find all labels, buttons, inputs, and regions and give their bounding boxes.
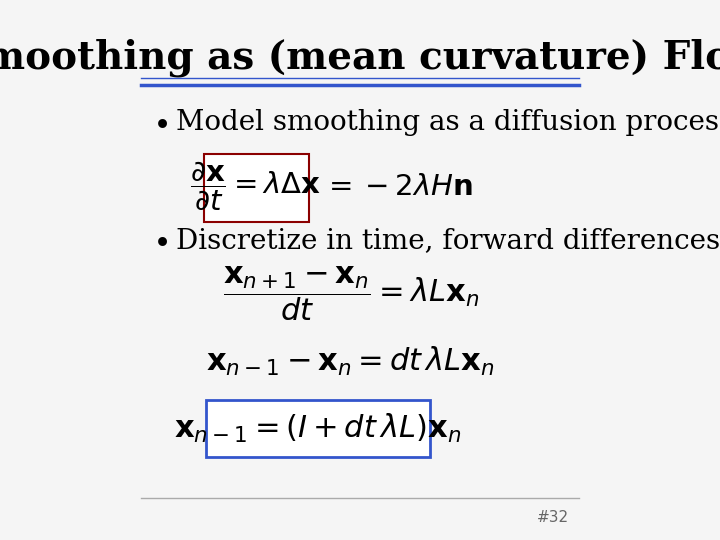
Text: $\mathbf{x}_{n-1} = (I + dt\, \lambda L)\mathbf{x}_n$: $\mathbf{x}_{n-1} = (I + dt\, \lambda L)… [174, 412, 462, 445]
FancyBboxPatch shape [204, 154, 309, 221]
Text: $\bullet$: $\bullet$ [153, 108, 168, 137]
Text: $\dfrac{\mathbf{x}_{n+1} - \mathbf{x}_n}{dt} = \lambda L \mathbf{x}_n$: $\dfrac{\mathbf{x}_{n+1} - \mathbf{x}_n}… [222, 265, 479, 323]
Text: Model smoothing as a diffusion process: Model smoothing as a diffusion process [176, 109, 720, 136]
Text: #32: #32 [537, 510, 570, 525]
Text: $\mathbf{x}_{n-1} - \mathbf{x}_n = dt\, \lambda L \mathbf{x}_n$: $\mathbf{x}_{n-1} - \mathbf{x}_n = dt\, … [207, 345, 495, 378]
Text: Discretize in time, forward differences:: Discretize in time, forward differences: [176, 227, 720, 254]
Text: $= -2\lambda H \mathbf{n}$: $= -2\lambda H \mathbf{n}$ [323, 173, 472, 201]
Text: Smoothing as (mean curvature) Flow: Smoothing as (mean curvature) Flow [0, 39, 720, 78]
Text: $\bullet$: $\bullet$ [153, 226, 168, 255]
FancyBboxPatch shape [206, 400, 430, 457]
Text: $\dfrac{\partial \mathbf{x}}{\partial t} = \lambda \Delta \mathbf{x}$: $\dfrac{\partial \mathbf{x}}{\partial t}… [189, 160, 320, 213]
